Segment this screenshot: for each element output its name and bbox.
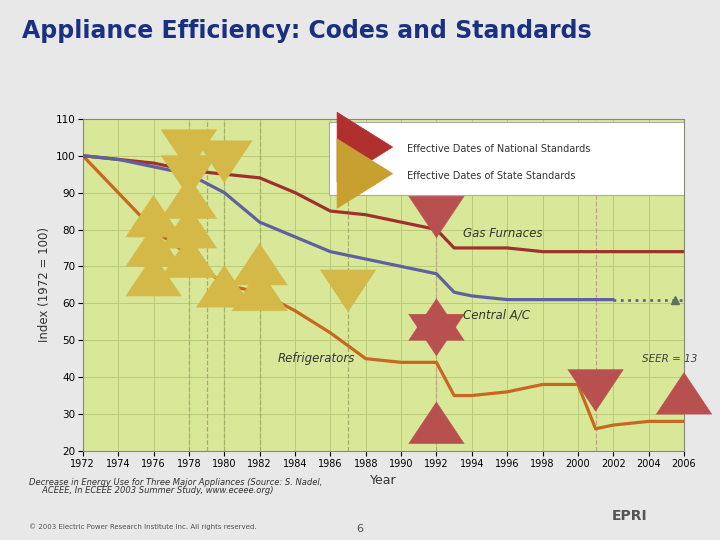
Text: Effective Dates of National Standards: Effective Dates of National Standards xyxy=(408,144,591,154)
Text: Refrigerators: Refrigerators xyxy=(277,352,355,366)
Text: EPRI: EPRI xyxy=(612,509,648,523)
Y-axis label: Index (1972 = 100): Index (1972 = 100) xyxy=(38,227,51,342)
Text: ACEEE, In ECEEE 2003 Summer Study, www.eceee.org): ACEEE, In ECEEE 2003 Summer Study, www.e… xyxy=(29,486,274,495)
Text: Effective Dates of State Standards: Effective Dates of State Standards xyxy=(408,171,576,180)
Text: Central A/C: Central A/C xyxy=(463,308,530,321)
Text: Appliance Efficiency: Codes and Standards: Appliance Efficiency: Codes and Standard… xyxy=(22,19,591,43)
Text: SEER = 13: SEER = 13 xyxy=(642,354,697,364)
FancyBboxPatch shape xyxy=(329,122,684,195)
Text: 6: 6 xyxy=(356,524,364,534)
X-axis label: Year: Year xyxy=(370,474,397,487)
Text: © 2003 Electric Power Research Institute Inc. All rights reserved.: © 2003 Electric Power Research Institute… xyxy=(29,524,256,530)
Text: Decrease in Energy Use for Three Major Appliances (Source: S. Nadel,: Decrease in Energy Use for Three Major A… xyxy=(29,478,322,487)
Text: Gas Furnaces: Gas Furnaces xyxy=(463,227,542,240)
